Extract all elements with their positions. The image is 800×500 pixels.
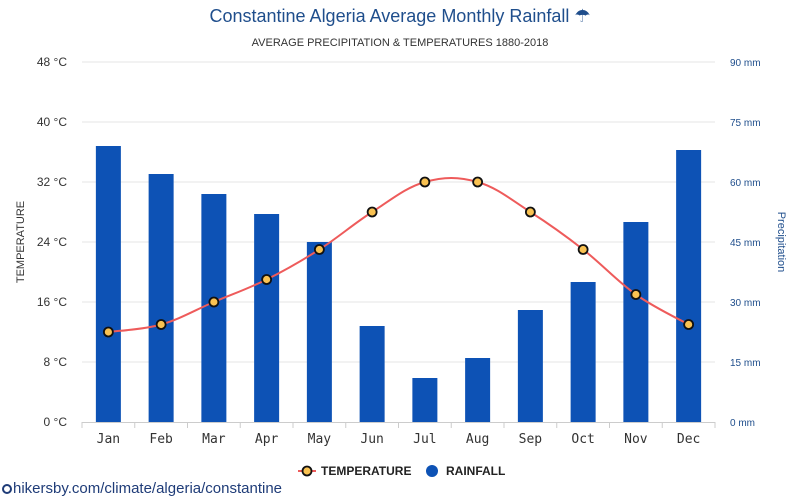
rainfall-bar	[412, 378, 438, 422]
y-tick-right: 15 mm	[730, 358, 761, 369]
y-tick-right: 30 mm	[730, 298, 761, 309]
temperature-line	[102, 176, 695, 338]
legend: TEMPERATURE RAINFALL	[298, 464, 505, 478]
temperature-point	[102, 326, 114, 338]
x-tick-label: Oct	[571, 432, 594, 447]
y-axis-left-label: TEMPERATURE	[15, 201, 27, 283]
x-tick-label: Sep	[519, 432, 543, 447]
temperature-point	[313, 244, 325, 255]
temperature-point	[630, 289, 642, 300]
y-tick-right: 90 mm	[730, 58, 761, 69]
x-tick-label: Jan	[97, 432, 120, 447]
temperature-point	[472, 176, 484, 188]
source-credit[interactable]: hikersby.com/climate/algeria/constantine	[2, 480, 282, 497]
location-pin-icon	[2, 484, 12, 494]
y-tick-right: 75 mm	[730, 118, 761, 129]
y-tick-left: 24 °C	[37, 235, 67, 249]
temperature-point	[683, 319, 695, 330]
x-tick-label: Jun	[360, 432, 383, 447]
rainfall-bar	[676, 150, 702, 422]
x-tick-label: Aug	[466, 432, 489, 447]
grid-lines	[82, 61, 715, 363]
legend-rainfall-marker	[426, 465, 438, 477]
rainfall-bar	[570, 282, 596, 422]
y-tick-left: 8 °C	[44, 355, 68, 369]
y-tick-left: 0 °C	[44, 415, 68, 429]
temperature-point	[261, 274, 273, 285]
x-tick-label: Jul	[413, 432, 436, 447]
chart-subtitle: AVERAGE PRECIPITATION & TEMPERATURES 188…	[252, 37, 549, 49]
y-tick-left: 40 °C	[37, 115, 67, 129]
temperature-curve	[108, 176, 690, 333]
source-credit-text[interactable]: hikersby.com/climate/algeria/constantine	[13, 480, 283, 497]
y-tick-left: 32 °C	[37, 175, 67, 189]
y-tick-right: 45 mm	[730, 238, 761, 249]
legend-temperature-marker	[301, 465, 313, 477]
x-tick-label: Mar	[202, 432, 226, 447]
legend-temperature-label[interactable]: TEMPERATURE	[321, 464, 411, 478]
rainfall-bar	[254, 214, 280, 422]
x-tick-label: Feb	[149, 432, 173, 447]
rainfall-bar	[95, 146, 121, 422]
temperature-point	[577, 244, 589, 255]
y-axis-right-label: Precipitation	[775, 212, 787, 273]
x-tick-label: Nov	[624, 432, 648, 447]
x-tick-label: Apr	[255, 432, 279, 447]
temperature-point	[208, 296, 220, 308]
chart-title: Constantine Algeria Average Monthly Rain…	[209, 6, 590, 26]
y-tick-right: 0 mm	[730, 418, 755, 429]
temperature-point	[155, 319, 167, 330]
x-tick-label: May	[308, 432, 332, 447]
rainfall-bar	[465, 358, 491, 422]
rainfall-bar	[359, 326, 385, 422]
temperature-point	[419, 176, 431, 188]
rainfall-bar	[148, 174, 174, 422]
y-tick-left: 48 °C	[37, 55, 67, 69]
legend-rainfall-label[interactable]: RAINFALL	[446, 464, 505, 478]
axes: 0 °C 0 mm 8 °C 15 mm 16 °C 30 mm 24 °C 45 mm 32 …	[37, 55, 761, 447]
temperature-point	[524, 206, 536, 218]
rainfall-bar	[306, 242, 332, 422]
rainfall-bar	[517, 310, 543, 422]
x-tick-label: Dec	[677, 432, 700, 447]
y-tick-right: 60 mm	[730, 178, 761, 189]
rainfall-bars	[95, 146, 702, 422]
y-tick-left: 16 °C	[37, 295, 67, 309]
rainfall-bar	[201, 194, 227, 422]
rainfall-bar	[623, 222, 649, 422]
temperature-point	[366, 206, 378, 218]
